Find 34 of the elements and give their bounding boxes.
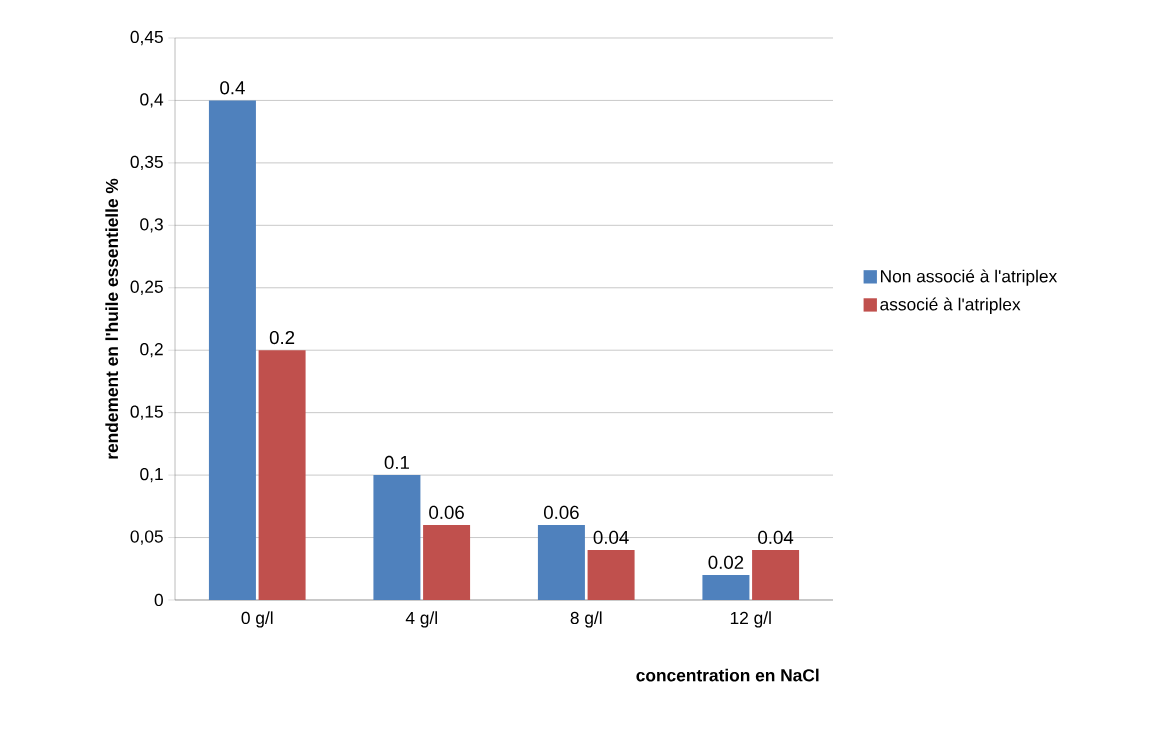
y-axis-title: rendement en l'huile essentielle % xyxy=(105,178,119,459)
legend-label: Non associé à l'atriplex xyxy=(881,269,1058,286)
data-label: 0.04 xyxy=(593,530,629,544)
y-tick-label: 0,45 xyxy=(130,30,163,46)
bar xyxy=(208,100,256,600)
bar xyxy=(702,575,750,600)
y-tick-label: 0,2 xyxy=(140,343,163,358)
data-label: 0.06 xyxy=(429,505,464,520)
legend-label: associé à l'atriplex xyxy=(880,297,1021,314)
bar xyxy=(373,475,421,600)
y-tick-label: 0,35 xyxy=(130,155,163,171)
bar xyxy=(752,550,800,600)
x-tick-label: 12 g/l xyxy=(730,611,771,628)
x-tick-label: 4 g/l xyxy=(405,611,437,628)
y-tick-label: 0,1 xyxy=(140,467,163,483)
bar xyxy=(258,350,306,600)
y-tick-label: 0,25 xyxy=(130,280,163,295)
bar xyxy=(537,525,585,600)
x-axis-title: concentration en NaCl xyxy=(636,668,819,682)
bar xyxy=(587,550,635,600)
x-tick-label: 8 g/l xyxy=(570,611,602,628)
y-tick-label: 0 xyxy=(154,593,163,607)
data-label: 0.4 xyxy=(220,81,245,95)
y-tick-label: 0,15 xyxy=(130,405,163,420)
data-label: 0.04 xyxy=(758,530,794,544)
data-label: 0.02 xyxy=(708,555,744,569)
y-tick-label: 0,4 xyxy=(140,93,164,108)
data-label: 0.2 xyxy=(269,330,295,345)
x-tick-label: 0 g/l xyxy=(241,611,273,628)
data-label: 0.06 xyxy=(543,505,579,520)
data-label: 0.1 xyxy=(384,455,409,470)
y-tick-label: 0,3 xyxy=(140,218,163,233)
bar xyxy=(423,525,471,600)
y-tick-label: 0,05 xyxy=(130,530,163,545)
